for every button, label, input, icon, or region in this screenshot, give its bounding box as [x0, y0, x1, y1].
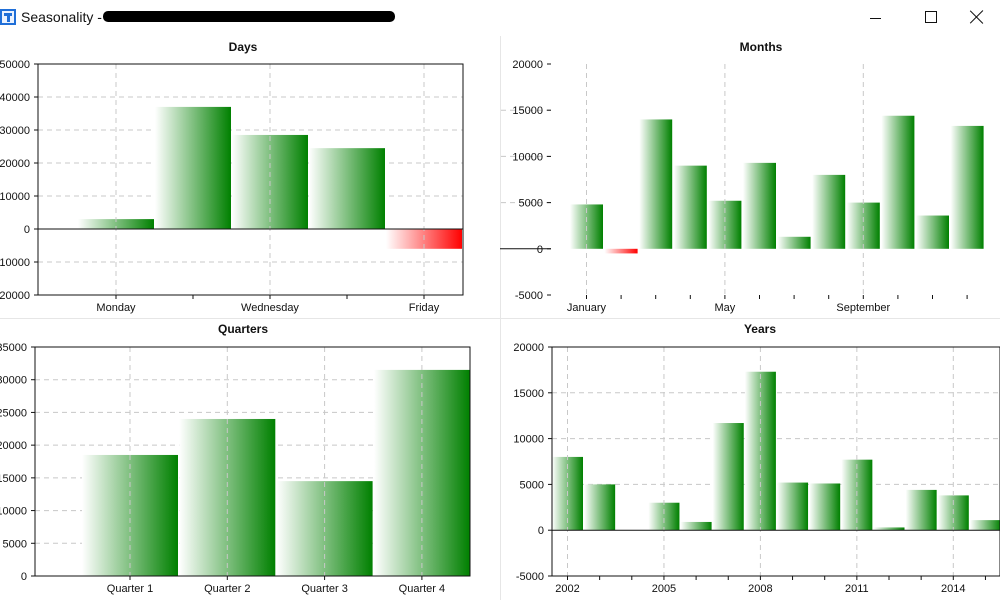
days-ytick-label: 20000 — [0, 158, 30, 170]
years-xtick-label: 2011 — [845, 583, 869, 595]
months-bar — [916, 215, 949, 249]
maximize-button[interactable] — [908, 0, 954, 34]
days-ytick-label: 30000 — [0, 125, 30, 137]
close-button[interactable] — [954, 0, 1000, 34]
minimize-icon — [869, 17, 881, 19]
days-ytick-label: 10000 — [0, 191, 30, 203]
months-bar — [743, 162, 776, 249]
years-bar — [905, 489, 937, 531]
quarters-xtick-label: Quarter 2 — [204, 583, 250, 595]
days-bar — [309, 148, 385, 229]
close-icon — [970, 10, 984, 24]
years-ytick-label: 20000 — [513, 342, 544, 354]
days-ytick-label: -20000 — [0, 290, 30, 302]
months-ytick-label: 15000 — [512, 105, 543, 117]
months-bar — [881, 115, 915, 249]
quarters-ytick-label: 35000 — [0, 342, 27, 354]
quarters-bar — [179, 418, 276, 576]
years-ytick-label: 0 — [538, 525, 544, 537]
years-ytick-label: 10000 — [513, 434, 544, 446]
years-chart: Years -5000 0 5000 10000 15000 20000 2002 2005 20… — [513, 322, 1000, 595]
years-plot-border — [551, 346, 1000, 577]
months-ytick-label: 20000 — [512, 59, 543, 71]
months-ytick-label: -5000 — [515, 290, 543, 302]
years-xtick-label: 2014 — [941, 583, 965, 595]
days-ytick-label: -10000 — [0, 257, 30, 269]
months-bar — [708, 200, 742, 249]
title-bar: Seasonality - — [0, 0, 1000, 36]
months-bar — [777, 236, 811, 249]
months-bar — [950, 125, 984, 249]
months-xtick-label: September — [836, 302, 890, 314]
months-chart: Months -5000 0 5000 10000 15000 20000 January Ma… — [500, 40, 984, 314]
days-ytick-label: 0 — [24, 224, 30, 236]
years-xtick-label: 2002 — [555, 583, 579, 595]
years-bar — [648, 502, 680, 531]
years-bar — [777, 482, 809, 531]
months-bar — [812, 174, 846, 249]
quarters-ytick-label: 0 — [21, 571, 27, 583]
months-ytick-label: 5000 — [519, 198, 543, 210]
years-bar — [584, 484, 616, 531]
days-chart-title: Days — [229, 40, 258, 54]
quarters-ytick-label: 20000 — [0, 440, 27, 452]
window-title: Seasonality - — [21, 9, 102, 25]
quarters-ytick-label: 15000 — [0, 473, 27, 485]
quarters-chart: Quarters 0 5000 10000 15000 20000 25000 30000 35… — [0, 322, 471, 595]
quarters-ytick-label: 30000 — [0, 375, 27, 387]
months-ytick-label: 0 — [537, 244, 543, 256]
years-xtick-label: 2008 — [748, 583, 772, 595]
years-ytick-label: 5000 — [520, 479, 544, 491]
days-bar — [78, 219, 154, 229]
days-chart: Days -20000 -10000 0 10000 20000 30000 40000 500… — [0, 40, 464, 314]
days-bar — [155, 106, 231, 229]
months-xtick-label: January — [567, 302, 607, 314]
months-bar — [673, 165, 707, 249]
days-xtick-label: Friday — [409, 302, 440, 314]
months-chart-title: Months — [740, 40, 783, 54]
days-ytick-label: 40000 — [0, 92, 30, 104]
months-bar — [604, 248, 638, 254]
quarters-ytick-label: 25000 — [0, 407, 27, 419]
quarters-xtick-label: Quarter 4 — [399, 583, 445, 595]
quarters-ytick-label: 5000 — [3, 538, 27, 550]
redacted-title-text — [103, 11, 395, 22]
months-xtick-label: May — [715, 302, 736, 314]
years-ytick-label: 15000 — [513, 388, 544, 400]
days-xtick-label: Wednesday — [241, 302, 299, 314]
quarters-plot-border — [34, 346, 471, 577]
years-bar — [712, 423, 744, 531]
years-bar — [680, 521, 712, 531]
days-ytick-label: 50000 — [0, 59, 30, 71]
minimize-button[interactable] — [852, 0, 898, 34]
panel-divider-vertical — [500, 36, 501, 600]
days-plot-border — [37, 63, 464, 296]
app-logo-icon — [0, 9, 16, 25]
years-chart-title: Years — [744, 322, 776, 336]
quarters-xtick-label: Quarter 3 — [301, 583, 347, 595]
years-bar — [969, 520, 1000, 531]
quarters-ytick-label: 10000 — [0, 506, 27, 518]
months-bar — [639, 119, 673, 249]
years-bar — [809, 483, 841, 531]
years-ytick-label: -5000 — [516, 571, 544, 583]
years-xtick-label: 2005 — [652, 583, 676, 595]
quarters-xtick-label: Quarter 1 — [107, 583, 153, 595]
days-xtick-label: Monday — [96, 302, 136, 314]
months-ytick-label: 10000 — [512, 151, 543, 163]
maximize-icon — [925, 11, 937, 23]
quarters-chart-title: Quarters — [218, 322, 268, 336]
years-bar — [873, 527, 905, 531]
